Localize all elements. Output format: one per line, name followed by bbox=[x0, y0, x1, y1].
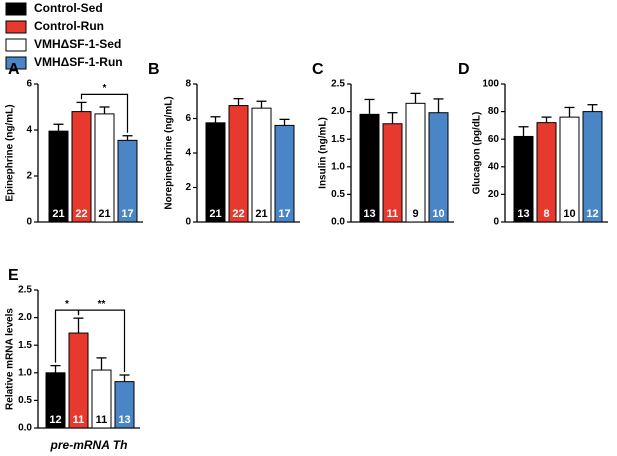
panel-label: E bbox=[8, 267, 19, 284]
n-label: 10 bbox=[563, 208, 575, 220]
x-axis-label: pre-mRNA Th bbox=[50, 438, 128, 452]
n-label: 17 bbox=[278, 208, 290, 220]
n-label: 11 bbox=[387, 208, 399, 220]
legend-label: Control-Sed bbox=[34, 1, 103, 15]
n-label: 22 bbox=[75, 208, 87, 220]
y-tick-label: 0 bbox=[26, 217, 32, 228]
legend-swatch bbox=[5, 20, 27, 34]
n-label: 17 bbox=[121, 208, 133, 220]
y-tick-label: 0.5 bbox=[331, 189, 345, 200]
y-tick-label: 4 bbox=[26, 125, 32, 136]
panel-label: C bbox=[312, 61, 324, 78]
y-tick-label: 2.0 bbox=[18, 312, 32, 323]
y-tick-label: 0.0 bbox=[331, 217, 345, 228]
n-label: 21 bbox=[255, 208, 267, 220]
n-label: 13 bbox=[363, 208, 375, 220]
bar bbox=[513, 135, 534, 223]
significance-label: * bbox=[103, 83, 107, 94]
bar bbox=[582, 111, 603, 223]
y-tick-label: 2.5 bbox=[331, 79, 345, 90]
y-tick-label: 0.5 bbox=[18, 395, 32, 406]
y-tick-label: 2.5 bbox=[18, 285, 32, 296]
legend-swatch bbox=[5, 38, 27, 52]
bar bbox=[359, 113, 380, 223]
y-tick-label: 6 bbox=[26, 79, 32, 90]
bar bbox=[94, 113, 115, 223]
bar bbox=[205, 122, 226, 223]
y-tick-label: 2.0 bbox=[331, 106, 345, 117]
panel-label: A bbox=[8, 61, 20, 78]
n-label: 21 bbox=[209, 208, 221, 220]
y-tick-label: 1.5 bbox=[331, 134, 345, 145]
n-label: 9 bbox=[412, 208, 418, 220]
bar bbox=[559, 116, 580, 223]
n-label: 13 bbox=[517, 208, 529, 220]
y-axis-label: Norepinephrine (ng/mL) bbox=[164, 96, 175, 209]
y-tick-label: 100 bbox=[482, 79, 499, 90]
bar bbox=[68, 332, 89, 429]
bar bbox=[428, 112, 449, 223]
y-tick-label: 2 bbox=[26, 171, 32, 182]
n-label: 13 bbox=[118, 414, 130, 426]
bar bbox=[536, 122, 557, 223]
y-tick-label: 2 bbox=[185, 182, 191, 193]
bar bbox=[114, 381, 135, 429]
y-tick-label: 8 bbox=[185, 79, 191, 90]
y-tick-label: 1.5 bbox=[18, 340, 32, 351]
bar bbox=[405, 102, 426, 223]
legend-label: VMHΔSF-1-Sed bbox=[34, 37, 121, 51]
y-tick-label: 0.0 bbox=[18, 423, 32, 434]
bar bbox=[228, 105, 249, 223]
bar bbox=[48, 130, 69, 223]
y-tick-label: 40 bbox=[488, 161, 500, 172]
bar bbox=[274, 124, 295, 223]
y-tick-label: 4 bbox=[185, 148, 191, 159]
significance-bracket bbox=[80, 93, 129, 133]
y-tick-label: 1.0 bbox=[18, 367, 32, 378]
y-tick-label: 80 bbox=[488, 106, 500, 117]
y-axis-label: Glucagon (pg/dL) bbox=[472, 112, 483, 195]
y-tick-label: 0 bbox=[493, 217, 499, 228]
bar bbox=[45, 372, 66, 429]
legend-swatch bbox=[5, 2, 27, 16]
y-tick-label: 6 bbox=[185, 113, 191, 124]
legend-swatch bbox=[5, 56, 27, 70]
n-label: 12 bbox=[49, 414, 61, 426]
n-label: 21 bbox=[52, 208, 64, 220]
legend-label: VMHΔSF-1-Run bbox=[34, 55, 123, 69]
bar bbox=[382, 123, 403, 223]
y-tick-label: 1.0 bbox=[331, 161, 345, 172]
bar bbox=[251, 107, 272, 223]
significance-label: ** bbox=[98, 299, 106, 310]
significance-label: * bbox=[65, 299, 69, 310]
y-axis-label: Relative mRNA levels bbox=[5, 308, 16, 410]
panel-label: D bbox=[458, 61, 470, 78]
y-tick-label: 0 bbox=[185, 217, 191, 228]
bar bbox=[71, 111, 92, 223]
y-axis-label: Epinephrine (ng/mL) bbox=[5, 104, 16, 201]
y-tick-label: 60 bbox=[488, 134, 500, 145]
n-label: 12 bbox=[586, 208, 598, 220]
n-label: 22 bbox=[232, 208, 244, 220]
bar bbox=[91, 369, 112, 429]
significance-bracket bbox=[77, 309, 126, 373]
n-label: 21 bbox=[98, 208, 110, 220]
n-label: 11 bbox=[96, 414, 108, 426]
n-label: 8 bbox=[543, 208, 549, 220]
n-label: 11 bbox=[73, 414, 85, 426]
y-tick-label: 20 bbox=[488, 189, 500, 200]
panel-label: B bbox=[148, 61, 160, 78]
bar bbox=[117, 139, 138, 223]
legend-label: Control-Run bbox=[34, 19, 104, 33]
y-axis-label: Insulin (ng/mL) bbox=[318, 117, 329, 189]
n-label: 10 bbox=[432, 208, 444, 220]
